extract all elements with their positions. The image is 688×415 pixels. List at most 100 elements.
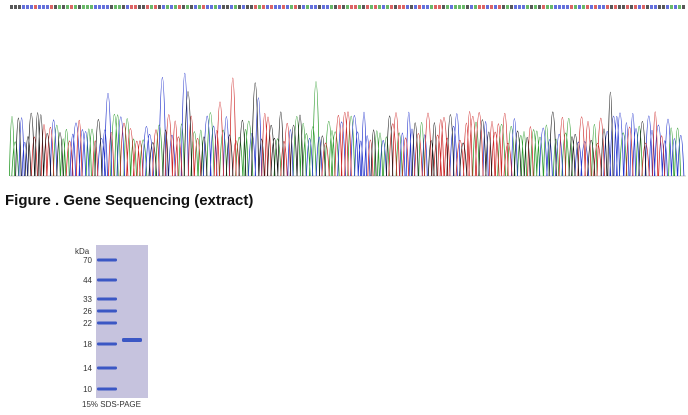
- base-call: [578, 5, 581, 9]
- ladder-band: [97, 366, 117, 370]
- base-call: [310, 5, 313, 9]
- base-call: [62, 5, 65, 9]
- base-call: [98, 5, 101, 9]
- base-call: [346, 5, 349, 9]
- base-call: [390, 5, 393, 9]
- base-call: [210, 5, 213, 9]
- ladder-band: [97, 387, 117, 391]
- base-call: [22, 5, 25, 9]
- base-call: [242, 5, 245, 9]
- ladder-band: [97, 321, 117, 325]
- base-call: [94, 5, 97, 9]
- base-call: [442, 5, 445, 9]
- base-call: [46, 5, 49, 9]
- base-call: [510, 5, 513, 9]
- base-call: [386, 5, 389, 9]
- base-call: [102, 5, 105, 9]
- base-call: [570, 5, 573, 9]
- trace: [18, 73, 685, 177]
- base-call: [178, 5, 181, 9]
- base-call: [470, 5, 473, 9]
- ladder-band: [97, 297, 117, 301]
- base-call: [174, 5, 177, 9]
- base-call: [638, 5, 641, 9]
- base-call: [54, 5, 57, 9]
- base-call: [466, 5, 469, 9]
- base-call: [594, 5, 597, 9]
- base-call: [554, 5, 557, 9]
- base-call: [622, 5, 625, 9]
- base-call: [550, 5, 553, 9]
- base-call: [198, 5, 201, 9]
- base-call: [546, 5, 549, 9]
- base-call: [490, 5, 493, 9]
- base-call: [26, 5, 29, 9]
- base-call: [322, 5, 325, 9]
- marker-label: 10: [83, 385, 92, 394]
- base-call: [486, 5, 489, 9]
- base-call: [126, 5, 129, 9]
- base-call: [314, 5, 317, 9]
- base-call: [658, 5, 661, 9]
- base-call: [518, 5, 521, 9]
- sample-band: [122, 338, 142, 342]
- base-call: [462, 5, 465, 9]
- ladder-band: [97, 342, 117, 346]
- base-call: [502, 5, 505, 9]
- base-call: [654, 5, 657, 9]
- base-call: [10, 5, 13, 9]
- base-call: [682, 5, 685, 9]
- ladder-band: [97, 278, 117, 282]
- base-call: [454, 5, 457, 9]
- base-call: [402, 5, 405, 9]
- figure-caption: Figure . Gene Sequencing (extract): [5, 192, 253, 209]
- base-call: [646, 5, 649, 9]
- base-call: [618, 5, 621, 9]
- base-call: [650, 5, 653, 9]
- base-call: [162, 5, 165, 9]
- ladder-band: [97, 309, 117, 313]
- base-call: [38, 5, 41, 9]
- base-call: [434, 5, 437, 9]
- base-call: [258, 5, 261, 9]
- base-call: [182, 5, 185, 9]
- base-call: [374, 5, 377, 9]
- base-call: [294, 5, 297, 9]
- base-call: [430, 5, 433, 9]
- base-call: [422, 5, 425, 9]
- chromatogram: [9, 5, 686, 177]
- base-call: [222, 5, 225, 9]
- base-call: [234, 5, 237, 9]
- base-call: [194, 5, 197, 9]
- base-call: [530, 5, 533, 9]
- base-call: [298, 5, 301, 9]
- base-call: [334, 5, 337, 9]
- ladder-band: [97, 258, 117, 262]
- marker-label: 18: [83, 340, 92, 349]
- base-call: [450, 5, 453, 9]
- base-call: [230, 5, 233, 9]
- base-call: [602, 5, 605, 9]
- base-call: [318, 5, 321, 9]
- base-call: [142, 5, 145, 9]
- base-call: [458, 5, 461, 9]
- base-call: [106, 5, 109, 9]
- base-call: [34, 5, 37, 9]
- base-call: [150, 5, 153, 9]
- base-call: [158, 5, 161, 9]
- base-call: [666, 5, 669, 9]
- marker-label: 26: [83, 307, 92, 316]
- base-call: [574, 5, 577, 9]
- base-call: [266, 5, 269, 9]
- base-call: [614, 5, 617, 9]
- base-call: [254, 5, 257, 9]
- base-call: [542, 5, 545, 9]
- base-call: [362, 5, 365, 9]
- base-call: [406, 5, 409, 9]
- base-call: [30, 5, 33, 9]
- base-call: [86, 5, 89, 9]
- base-call: [170, 5, 173, 9]
- base-call: [78, 5, 81, 9]
